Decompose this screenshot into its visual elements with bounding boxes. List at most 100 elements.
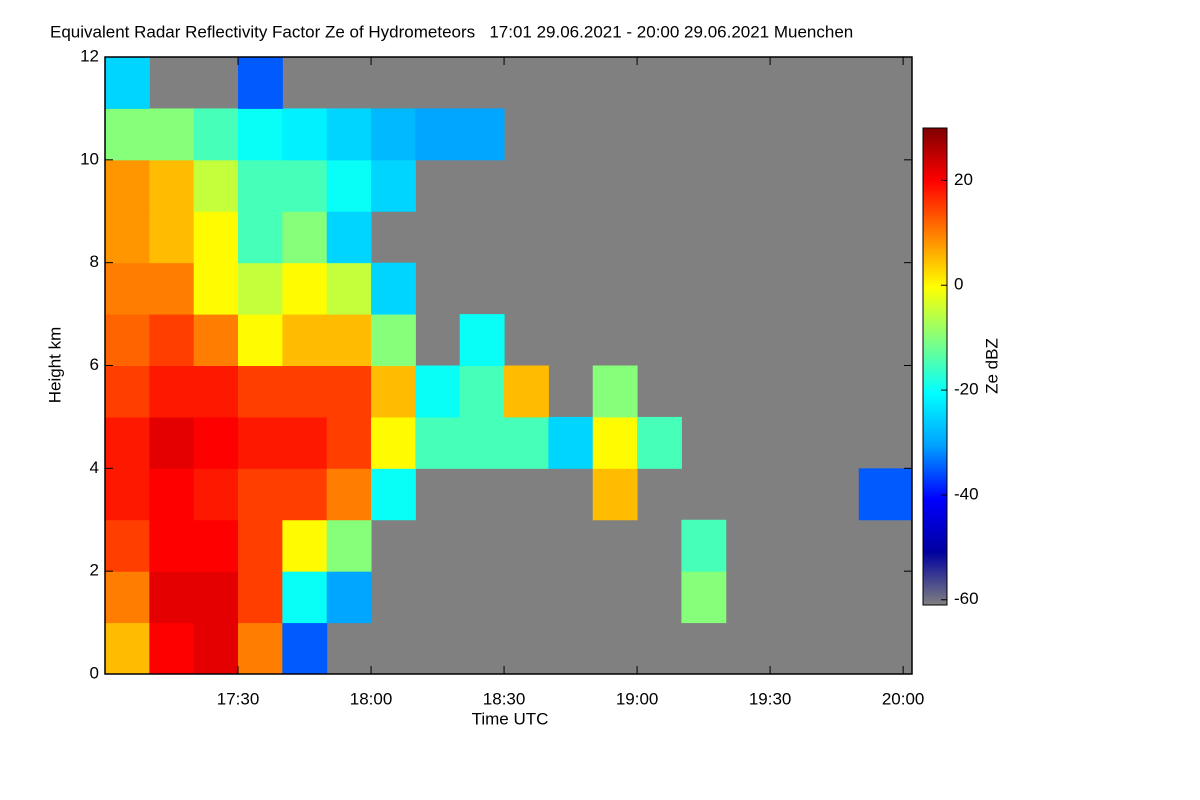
heatmap-cell <box>238 57 283 109</box>
heatmap-cell <box>105 571 150 624</box>
heatmap-cell <box>326 416 372 469</box>
y-tick-label: 4 <box>90 458 99 477</box>
heatmap-cell <box>193 314 239 366</box>
heatmap-cell <box>371 416 416 469</box>
chart-title: Equivalent Radar Reflectivity Factor Ze … <box>50 22 853 41</box>
heatmap-cell <box>371 159 416 212</box>
heatmap-cell <box>238 108 283 161</box>
heatmap-cell <box>149 262 195 315</box>
heatmap-cell <box>459 365 505 418</box>
heatmap-cell <box>238 159 283 212</box>
heatmap-cell <box>238 365 283 418</box>
heatmap-cell <box>282 108 328 161</box>
x-tick-label: 19:30 <box>749 689 792 708</box>
heatmap-cell <box>504 416 549 469</box>
heatmap-cell <box>149 314 195 366</box>
heatmap-cell <box>105 108 150 161</box>
heatmap-cell <box>193 211 239 264</box>
heatmap-cell <box>459 416 505 469</box>
heatmap-cell <box>193 262 239 315</box>
heatmap-cell <box>504 365 549 418</box>
heatmap-cell <box>238 314 283 366</box>
heatmap-cell <box>282 468 328 521</box>
heatmap-cell <box>105 314 150 366</box>
heatmap-cell <box>149 211 195 264</box>
heatmap-cell <box>282 262 328 315</box>
heatmap-cell <box>105 365 150 418</box>
heatmap-cell <box>637 416 682 469</box>
heatmap-cell <box>238 416 283 469</box>
heatmap-cell <box>149 622 195 675</box>
y-tick-label: 2 <box>90 561 99 580</box>
heatmap-cell <box>282 416 328 469</box>
heatmap-cell <box>282 622 328 675</box>
heatmap-cell <box>193 365 239 418</box>
x-tick-label: 19:00 <box>616 689 659 708</box>
heatmap-cell <box>105 622 150 675</box>
x-tick-label: 18:00 <box>350 689 393 708</box>
colorbar <box>922 127 948 606</box>
heatmap-cell <box>326 211 372 264</box>
heatmap-cell <box>149 416 195 469</box>
heatmap-cell <box>238 622 283 675</box>
y-tick-label: 12 <box>80 46 99 65</box>
heatmap-cell <box>105 416 150 469</box>
heatmap-cell <box>149 571 195 624</box>
heatmap-cell <box>149 108 195 161</box>
heatmap-cell <box>371 468 416 521</box>
y-tick-label: 10 <box>80 149 99 168</box>
heatmap-cell <box>548 416 594 469</box>
heatmap-cell <box>681 519 727 572</box>
heatmap-cell <box>238 211 283 264</box>
x-tick-label: 20:00 <box>882 689 925 708</box>
colorbar-tick-label: 0 <box>954 275 963 294</box>
heatmap-cell <box>149 365 195 418</box>
heatmap-cell <box>238 468 283 521</box>
heatmap-cell <box>326 365 372 418</box>
heatmap-cell <box>282 519 328 572</box>
y-axis-label: Height km <box>45 327 64 404</box>
heatmap-cell <box>326 519 372 572</box>
heatmap-cell <box>282 571 328 624</box>
heatmap-cell <box>105 519 150 572</box>
heatmap-cell <box>592 416 638 469</box>
heatmap-cell <box>238 519 283 572</box>
heatmap-cell <box>371 108 416 161</box>
colorbar-tick-label: -40 <box>954 484 979 503</box>
heatmap-cell <box>326 262 372 315</box>
heatmap-cell <box>459 108 505 161</box>
heatmap-cell <box>592 468 638 521</box>
x-tick-label: 18:30 <box>483 689 526 708</box>
heatmap-cell <box>282 365 328 418</box>
heatmap-cell <box>282 211 328 264</box>
heatmap-cell <box>326 314 372 366</box>
heatmap-cell <box>459 314 505 366</box>
y-tick-label: 8 <box>90 252 99 271</box>
heatmap-cell <box>105 211 150 264</box>
heatmap-cell <box>326 571 372 624</box>
heatmap-cell <box>105 468 150 521</box>
heatmap-cell <box>193 108 239 161</box>
heatmap-cell <box>282 159 328 212</box>
colorbar-tick-label: -20 <box>954 380 979 399</box>
heatmap-cell <box>371 262 416 315</box>
heatmap-cell <box>858 468 913 521</box>
heatmap-cell <box>193 519 239 572</box>
heatmap-cell <box>193 571 239 624</box>
heatmap-cell <box>238 262 283 315</box>
heatmap-cell <box>681 571 727 624</box>
heatmap-cell <box>149 159 195 212</box>
heatmap-cell <box>238 571 283 624</box>
heatmap-cell <box>193 159 239 212</box>
heatmap-cell <box>193 416 239 469</box>
y-tick-label: 0 <box>90 663 99 682</box>
colorbar-label: Ze dBZ <box>982 338 1001 394</box>
x-tick-label: 17:30 <box>217 689 260 708</box>
heatmap-cell <box>105 262 150 315</box>
heatmap-cell <box>592 365 638 418</box>
colorbar-tick-label: -60 <box>954 589 979 608</box>
heatmap-cell <box>105 57 150 109</box>
heatmap-cell <box>282 314 328 366</box>
y-tick-label: 6 <box>90 355 99 374</box>
